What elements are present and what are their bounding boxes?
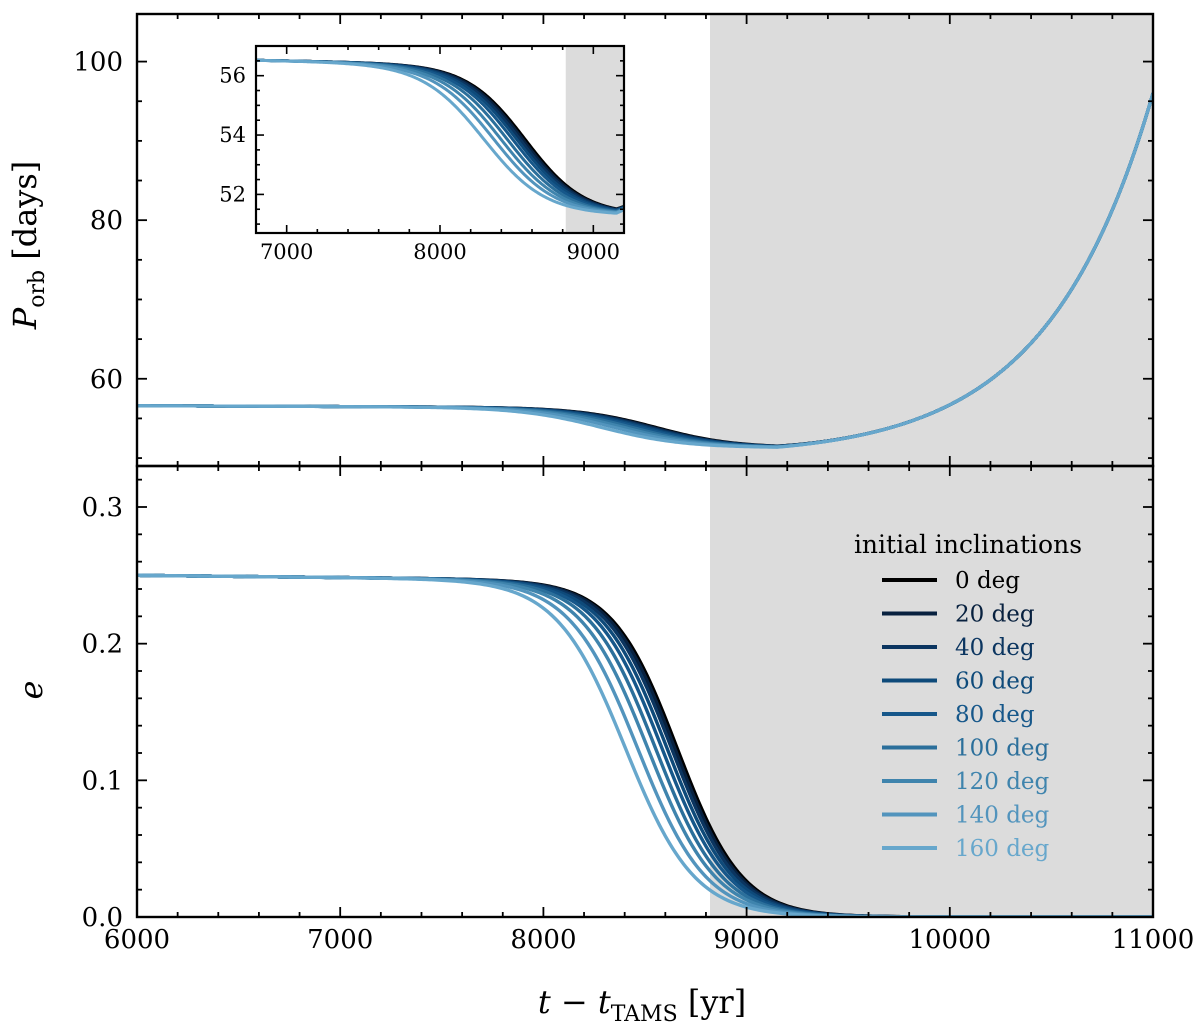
- x-axis-label: t − tTAMS [yr]: [538, 983, 746, 1027]
- legend-label: 100 deg: [955, 736, 1050, 762]
- axes: 6000 7000 8000 9000 10000 11000 60 80 100 0.0 0.1 0…: [73, 12, 1195, 955]
- inset-x-tick-label: 8000: [413, 240, 466, 264]
- x-tick-label: 6000: [104, 925, 170, 955]
- legend-label: 40 deg: [955, 635, 1035, 661]
- legend-item: 100 deg: [882, 736, 1050, 762]
- x-tick-label: 7000: [307, 925, 373, 955]
- y-tick-label-top: 60: [90, 365, 123, 395]
- top-panel-curves: [137, 92, 1153, 449]
- y-tick-label-bottom: 0.3: [82, 493, 123, 523]
- legend-title: initial inclinations: [854, 530, 1082, 559]
- inset-x-tick-label: 9000: [567, 240, 620, 264]
- inset-series-160-deg: [256, 58, 624, 215]
- y-axis-label-top: Porb [days]: [6, 161, 50, 331]
- y-tick-label-bottom: 0.0: [82, 903, 123, 933]
- legend-label: 20 deg: [955, 602, 1035, 628]
- legend-item: 0 deg: [882, 568, 1020, 594]
- legend-label: 140 deg: [955, 803, 1050, 829]
- legend-item: 60 deg: [882, 669, 1035, 695]
- legend-item: 160 deg: [882, 836, 1050, 862]
- legend-label: 160 deg: [955, 836, 1050, 862]
- x-tick-label: 10000: [908, 925, 991, 955]
- y-tick-label-bottom: 0.1: [82, 766, 123, 796]
- period-series-160-deg: [137, 92, 1153, 449]
- legend-item: 20 deg: [882, 602, 1035, 628]
- legend-label: 0 deg: [955, 568, 1020, 594]
- y-tick-label-bottom: 0.2: [82, 630, 123, 660]
- inset-panel: 7000 8000 9000 52 54 56: [219, 44, 626, 264]
- legend-label: 120 deg: [955, 769, 1050, 795]
- y-tick-label-top: 80: [90, 206, 123, 236]
- legend-item: 120 deg: [882, 769, 1050, 795]
- inset-curves: [256, 58, 624, 215]
- bottom-panel-frame: [135, 464, 1155, 919]
- legend-item: 40 deg: [882, 635, 1035, 661]
- inset-y-tick-label: 54: [219, 123, 246, 147]
- x-tick-label: 9000: [714, 925, 780, 955]
- legend-item: 80 deg: [882, 702, 1035, 728]
- y-tick-label-top: 100: [73, 48, 123, 78]
- legend: initial inclinations 0 deg 20 deg 40 deg 60 …: [854, 530, 1082, 862]
- x-tick-label: 8000: [510, 925, 576, 955]
- inset-y-tick-label: 52: [219, 182, 246, 206]
- legend-label: 80 deg: [955, 702, 1035, 728]
- legend-label: 60 deg: [955, 669, 1035, 695]
- legend-item: 140 deg: [882, 803, 1050, 829]
- x-tick-label: 11000: [1112, 925, 1195, 955]
- y-axis-label-bottom: e: [12, 681, 50, 700]
- inset-y-tick-label: 56: [219, 64, 246, 88]
- inset-x-tick-label: 7000: [260, 240, 313, 264]
